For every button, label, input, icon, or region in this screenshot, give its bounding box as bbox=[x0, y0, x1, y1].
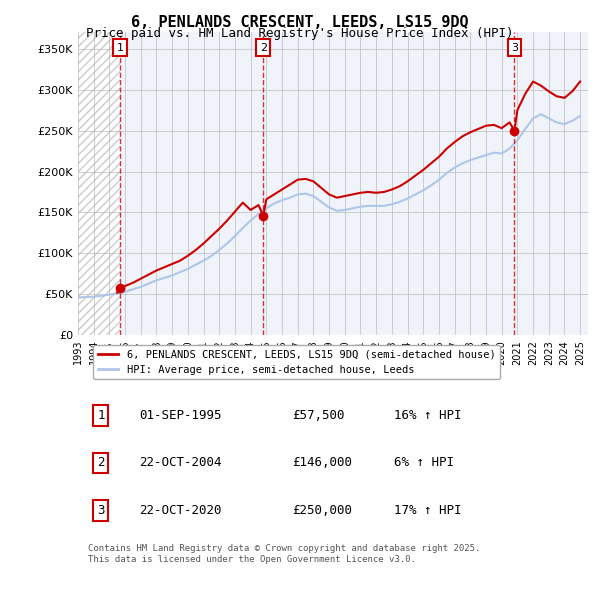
Text: 2: 2 bbox=[260, 42, 267, 53]
Legend: 6, PENLANDS CRESCENT, LEEDS, LS15 9DQ (semi-detached house), HPI: Average price,: 6, PENLANDS CRESCENT, LEEDS, LS15 9DQ (s… bbox=[94, 345, 500, 379]
Text: 1: 1 bbox=[97, 409, 105, 422]
Text: 16% ↑ HPI: 16% ↑ HPI bbox=[394, 409, 462, 422]
Text: £250,000: £250,000 bbox=[292, 504, 352, 517]
Text: £146,000: £146,000 bbox=[292, 457, 352, 470]
Text: 1: 1 bbox=[116, 42, 124, 53]
Text: 17% ↑ HPI: 17% ↑ HPI bbox=[394, 504, 462, 517]
Text: Price paid vs. HM Land Registry's House Price Index (HPI): Price paid vs. HM Land Registry's House … bbox=[86, 27, 514, 40]
Text: 01-SEP-1995: 01-SEP-1995 bbox=[139, 409, 222, 422]
Text: 6% ↑ HPI: 6% ↑ HPI bbox=[394, 457, 454, 470]
Text: £57,500: £57,500 bbox=[292, 409, 344, 422]
Text: 6, PENLANDS CRESCENT, LEEDS, LS15 9DQ: 6, PENLANDS CRESCENT, LEEDS, LS15 9DQ bbox=[131, 15, 469, 30]
Text: 22-OCT-2004: 22-OCT-2004 bbox=[139, 457, 222, 470]
Text: 22-OCT-2020: 22-OCT-2020 bbox=[139, 504, 222, 517]
Text: Contains HM Land Registry data © Crown copyright and database right 2025.
This d: Contains HM Land Registry data © Crown c… bbox=[88, 545, 481, 563]
Text: 2: 2 bbox=[97, 457, 105, 470]
Text: 3: 3 bbox=[97, 504, 105, 517]
Text: 3: 3 bbox=[511, 42, 518, 53]
Bar bbox=[78, 32, 120, 335]
